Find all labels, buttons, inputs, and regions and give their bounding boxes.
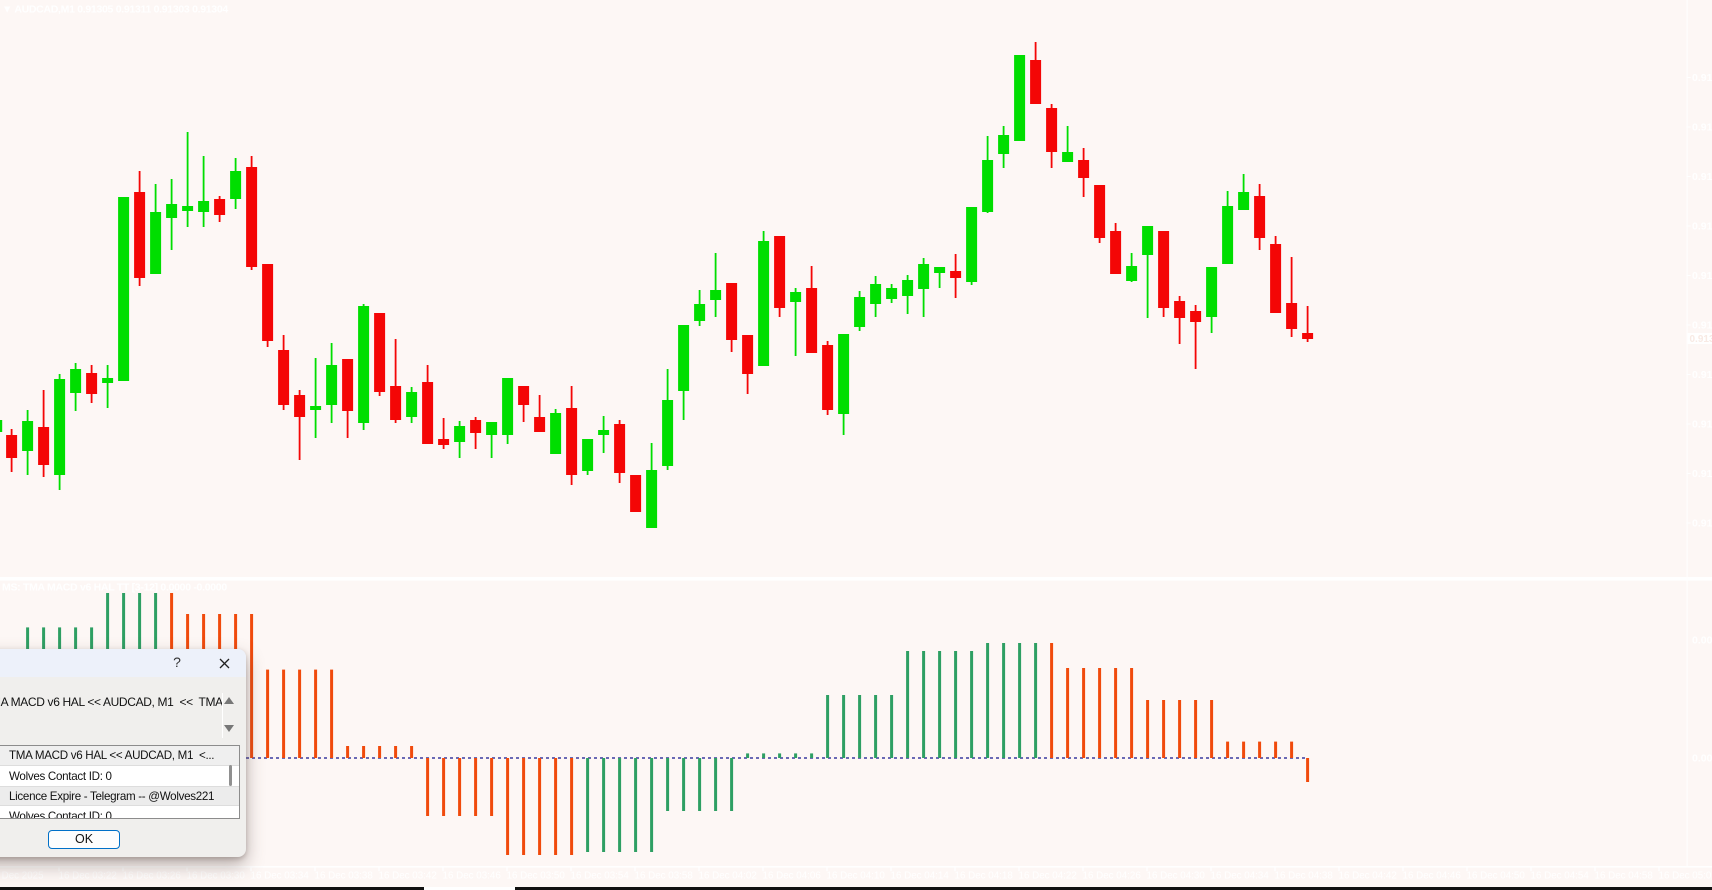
svg-text:0.91304: 0.91304 bbox=[1690, 334, 1712, 345]
svg-text:16 Dec 04:46: 16 Dec 04:46 bbox=[1403, 871, 1462, 882]
svg-text:0.91200: 0.91200 bbox=[1692, 468, 1712, 480]
svg-text:16 Dec 03:50: 16 Dec 03:50 bbox=[507, 871, 566, 882]
svg-text:0.91400: 0.91400 bbox=[1692, 270, 1712, 282]
svg-text:16 Dec 03:34: 16 Dec 03:34 bbox=[251, 871, 310, 882]
svg-text:16 Dec 03:30: 16 Dec 03:30 bbox=[187, 871, 246, 882]
svg-text:16 Dec 04:06: 16 Dec 04:06 bbox=[763, 871, 822, 882]
svg-text:0.91550: 0.91550 bbox=[1692, 122, 1712, 134]
svg-text:▼ AUDCAD,M1 0.91305 0.91311 0: ▼ AUDCAD,M1 0.91305 0.91311 0.91303 0.91… bbox=[2, 4, 228, 16]
svg-text:0.91600: 0.91600 bbox=[1692, 72, 1712, 84]
svg-text:16 Dec 04:02: 16 Dec 04:02 bbox=[699, 871, 757, 882]
svg-text:16 Dec 04:34: 16 Dec 04:34 bbox=[1211, 871, 1270, 882]
svg-text:0.0005: 0.0005 bbox=[1692, 635, 1712, 647]
svg-text:16 Dec 04:50: 16 Dec 04:50 bbox=[1467, 871, 1526, 882]
svg-text:16 Dec 04:30: 16 Dec 04:30 bbox=[1147, 871, 1206, 882]
svg-text:16 Dec 04:54: 16 Dec 04:54 bbox=[1531, 871, 1590, 882]
svg-text:0.91250: 0.91250 bbox=[1692, 419, 1712, 431]
svg-text:0.91300: 0.91300 bbox=[1692, 369, 1712, 381]
svg-text:16 Dec 03:38: 16 Dec 03:38 bbox=[315, 871, 374, 882]
svg-text:16 Dec 03:42: 16 Dec 03:42 bbox=[379, 871, 437, 882]
svg-text:16 Dec 03:26: 16 Dec 03:26 bbox=[123, 871, 182, 882]
svg-text:16 Dec 03:46: 16 Dec 03:46 bbox=[443, 871, 502, 882]
svg-text:0.0000: 0.0000 bbox=[1692, 753, 1712, 765]
svg-text:16 Dec 03:22: 16 Dec 03:22 bbox=[59, 871, 117, 882]
svg-text:16 Dec 04:58: 16 Dec 04:58 bbox=[1595, 871, 1654, 882]
svg-text:0.91350: 0.91350 bbox=[1692, 320, 1712, 332]
svg-text:16 Dec 04:22: 16 Dec 04:22 bbox=[1019, 871, 1077, 882]
svg-text:0.91450: 0.91450 bbox=[1692, 221, 1712, 233]
svg-text:16 Dec 03:54: 16 Dec 03:54 bbox=[571, 871, 630, 882]
svg-text:0.91500: 0.91500 bbox=[1692, 171, 1712, 183]
svg-text:16 Dec 05:02: 16 Dec 05:02 bbox=[1659, 871, 1712, 882]
svg-text:16 Dec 03:58: 16 Dec 03:58 bbox=[635, 871, 694, 882]
svg-text:0.91150: 0.91150 bbox=[1692, 518, 1712, 530]
svg-text:MS: TMA MACD v6 HAL TT [3-12]: MS: TMA MACD v6 HAL TT [3-12] 0.0000 -0.… bbox=[2, 582, 227, 594]
svg-text:16 Dec 04:26: 16 Dec 04:26 bbox=[1083, 871, 1142, 882]
svg-text:16 Dec 04:10: 16 Dec 04:10 bbox=[827, 871, 886, 882]
svg-text:16 Dec 04:42: 16 Dec 04:42 bbox=[1339, 871, 1397, 882]
svg-text:16 Dec 04:14: 16 Dec 04:14 bbox=[891, 871, 950, 882]
svg-text:16 Dec 2025: 16 Dec 2025 bbox=[0, 871, 44, 882]
svg-text:16 Dec 04:38: 16 Dec 04:38 bbox=[1275, 871, 1334, 882]
svg-text:16 Dec 04:18: 16 Dec 04:18 bbox=[955, 871, 1014, 882]
